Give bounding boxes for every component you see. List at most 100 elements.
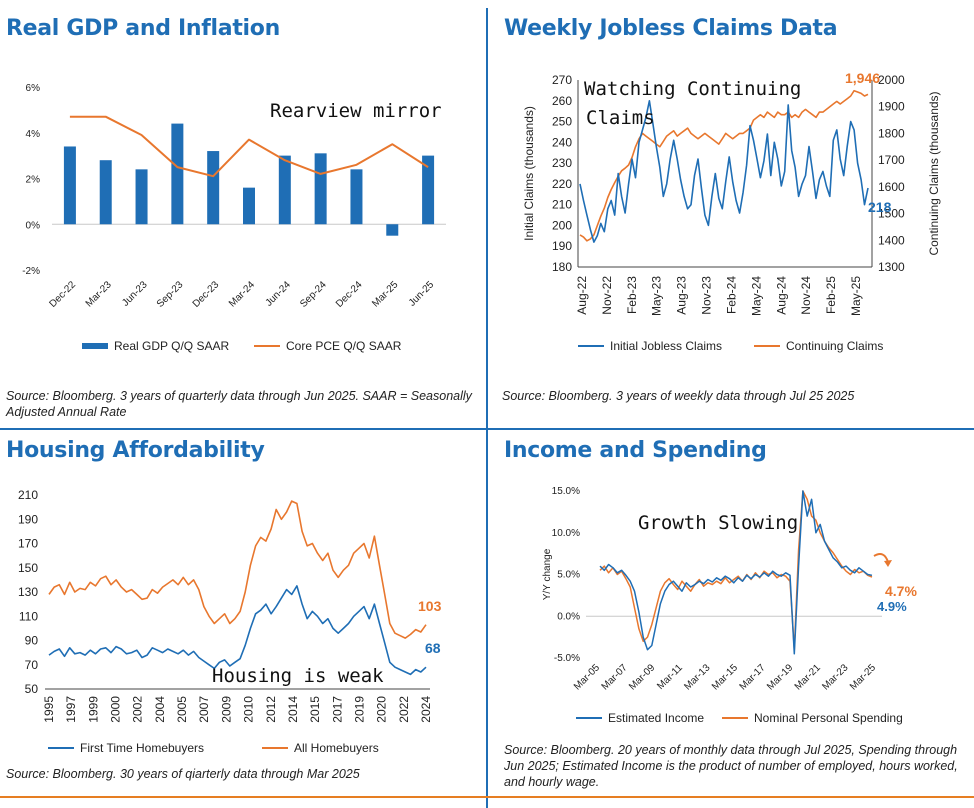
gdp-xtick-label: Sep-23	[155, 279, 186, 310]
gdp-xtick-label: Jun-25	[407, 279, 437, 309]
income-annotation: Growth Slowing	[638, 512, 798, 534]
gdp-ytick-label: 6%	[26, 83, 41, 94]
housing-xtick-label: 1995	[42, 696, 56, 723]
gdp-xtick-label: Mar-23	[84, 279, 114, 309]
income-end-label-income: 4.9%	[877, 599, 907, 614]
income-xtick-label: Mar-15	[710, 662, 740, 692]
housing-annotation: Housing is weak	[212, 665, 384, 687]
gdp-annotation: Rearview mirror	[270, 100, 442, 122]
claims-ytick-label: 180	[552, 260, 572, 274]
claims-legend-continuing: Continuing Claims	[786, 339, 883, 353]
housing-ytick-label: 130	[18, 585, 38, 599]
panel-divider-horizontal	[0, 428, 974, 430]
income-ylabel: Y/Y change	[542, 548, 553, 600]
claims-ytick-label: 270	[552, 73, 572, 87]
gdp-xtick-label: Dec-24	[334, 279, 365, 310]
housing-xtick-label: 1999	[86, 696, 100, 723]
claims-ytick-label: 240	[552, 135, 572, 149]
income-xtick-label: Mar-21	[793, 662, 823, 692]
claims-chart: 180 190 200 210 220 230 240 250 260 270 1300 1400 15…	[522, 70, 941, 353]
gdp-bar	[171, 123, 184, 225]
income-xtick-label: Mar-05	[572, 662, 602, 692]
claims-ytick-right-label: 1800	[878, 126, 905, 140]
claims-xtick-label: Nov-23	[700, 276, 714, 315]
housing-ytick-label: 170	[18, 537, 38, 551]
gdp-xtick-label: Dec-22	[47, 279, 78, 310]
housing-xtick-label: 2005	[175, 696, 189, 723]
income-xtick-label: Mar-19	[765, 662, 795, 692]
housing-xtick-label: 2000	[109, 696, 123, 723]
claims-xtick-label: Nov-24	[799, 276, 813, 315]
housing-xtick-label: 2014	[286, 696, 300, 723]
claims-ytick-label: 210	[552, 198, 572, 212]
claims-ytick-right-label: 1300	[878, 260, 905, 274]
gdp-bar	[350, 169, 363, 225]
claims-ytick-label: 220	[552, 177, 572, 191]
gdp-legend-gdp-swatch	[82, 343, 108, 349]
claims-annotation-line2: Claims	[586, 107, 655, 129]
gdp-source: Source: Bloomberg. 3 years of quarterly …	[6, 389, 472, 419]
housing-ytick-label: 70	[25, 658, 39, 672]
gdp-xtick-label: Sep-24	[298, 279, 329, 310]
income-ytick-label: 0.0%	[557, 611, 580, 622]
claims-xtick-label: Feb-25	[824, 276, 838, 314]
claims-ytick-right-label: 1400	[878, 233, 905, 247]
claims-ytick-right-label: 1900	[878, 100, 905, 114]
income-end-label-spending: 4.7%	[885, 583, 917, 599]
housing-xtick-label: 2019	[352, 696, 366, 723]
gdp-legend-gdp: Real GDP Q/Q SAAR	[114, 339, 229, 353]
gdp-bar	[243, 187, 255, 225]
income-xtick-label: Mar-13	[682, 662, 712, 692]
claims-ytick-label: 200	[552, 218, 572, 232]
claims-ytick-right-label: 1700	[878, 153, 905, 167]
housing-end-label-all: 103	[418, 598, 442, 614]
income-chart: -5.0%0.0%5.0%10.0%15.0%Y/Y changeMar-05M…	[542, 486, 917, 725]
claims-annotation-line1: Watching Continuing	[584, 78, 801, 100]
claims-xtick-label: Aug-22	[575, 276, 589, 315]
housing-xtick-label: 2017	[330, 696, 344, 723]
claims-source: Source: Bloomberg. 3 years of weekly dat…	[502, 389, 855, 403]
housing-chart: 50 70 90 110 130 150 170 190 210 1995 1997 1999 2000…	[18, 488, 442, 755]
claims-xtick-label: Nov-22	[600, 276, 614, 315]
income-arrow-icon	[873, 553, 889, 563]
gdp-chart: -2%0%2%4%6%Dec-22 Mar-23 Jun-23 Sep-23 Dec-2…	[22, 83, 446, 353]
gdp-ytick-label: 4%	[26, 129, 41, 140]
gdp-legend-pce: Core PCE Q/Q SAAR	[286, 339, 402, 353]
claims-xtick-label: Aug-24	[774, 276, 788, 315]
income-panel: Income and Spending -5.0% 0.0% 5.0% 10.0% 15…	[488, 430, 974, 796]
gdp-bar	[135, 169, 148, 225]
gdp-bar	[207, 151, 220, 225]
housing-ytick-label: 110	[19, 609, 38, 623]
income-legend-spending: Nominal Personal Spending	[754, 711, 903, 725]
gdp-bar	[99, 160, 112, 225]
housing-ytick-label: 150	[18, 561, 38, 575]
gdp-xtick-label: Dec-23	[191, 279, 222, 310]
gdp-bar	[63, 146, 76, 225]
housing-xtick-label: 2009	[219, 696, 233, 723]
claims-xtick-label: Feb-23	[625, 276, 639, 314]
income-ytick-label: 15.0%	[552, 486, 580, 497]
gdp-xtick-label: Mar-25	[370, 279, 400, 309]
claims-title: Weekly Jobless Claims Data	[504, 16, 838, 41]
income-ytick-label: 5.0%	[557, 570, 580, 581]
gdp-pce-line	[69, 115, 429, 178]
income-xtick-label: Mar-11	[655, 662, 685, 692]
housing-xtick-label: 2007	[197, 696, 211, 723]
housing-xtick-label: 2020	[375, 696, 389, 723]
income-xtick-label: Mar-09	[627, 662, 657, 692]
gdp-ytick-label: 2%	[26, 175, 41, 186]
income-xtick-label: Mar-17	[738, 662, 768, 692]
gdp-ytick-label: -2%	[22, 266, 40, 277]
claims-ytick-right-label: 1600	[878, 180, 905, 194]
claims-end-label-continuing: 1,946	[845, 70, 880, 86]
gdp-xtick-label: Mar-24	[227, 279, 257, 309]
claims-ylabel-right: Continuing Claims (thousands)	[927, 91, 941, 255]
housing-ytick-label: 90	[25, 634, 39, 648]
housing-xtick-label: 2015	[308, 696, 322, 723]
housing-ytick-label: 210	[18, 488, 38, 502]
income-source: Source: Bloomberg. 20 years of monthly d…	[504, 743, 958, 789]
claims-ytick-right-label: 2000	[878, 73, 905, 87]
housing-xtick-label: 2004	[153, 696, 167, 723]
claims-ytick-label: 260	[552, 94, 572, 108]
claims-xtick-label: May-23	[650, 276, 664, 316]
